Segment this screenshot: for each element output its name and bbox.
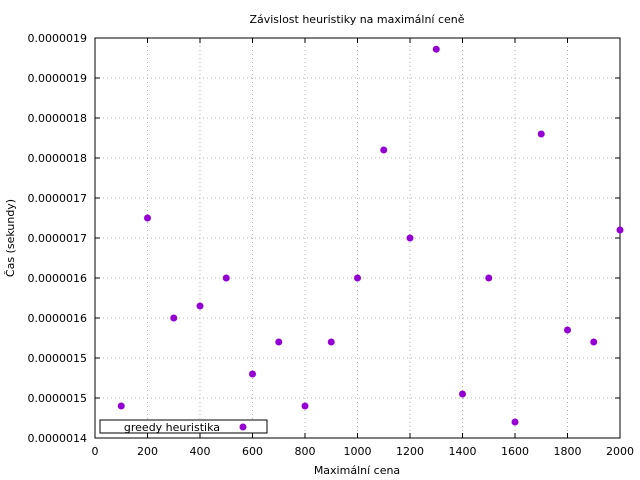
data-point — [196, 302, 204, 310]
data-points — [117, 45, 624, 426]
y-tick-label: 0.0000019 — [28, 32, 88, 45]
data-point — [590, 338, 598, 346]
x-tick-label: 1600 — [501, 445, 529, 458]
y-tick-label: 0.0000018 — [28, 112, 88, 125]
grid — [95, 38, 620, 438]
x-tick-label: 200 — [137, 445, 158, 458]
data-point — [222, 274, 230, 282]
x-tick-label: 1800 — [554, 445, 582, 458]
y-tick-label: 0.0000017 — [28, 232, 88, 245]
x-tick-label: 1000 — [344, 445, 372, 458]
chart-title: Závislost heuristiky na maximální ceně — [249, 13, 464, 26]
x-tick-label: 1200 — [396, 445, 424, 458]
data-point — [616, 226, 624, 234]
data-point — [144, 214, 151, 222]
data-point — [564, 326, 571, 334]
data-point — [117, 402, 125, 410]
data-point — [406, 234, 414, 242]
x-tick-label: 1400 — [449, 445, 477, 458]
data-point — [170, 314, 178, 322]
data-point — [301, 402, 309, 410]
y-axis-title: Čas (sekundy) — [4, 199, 17, 277]
y-tick-label: 0.0000015 — [28, 392, 88, 405]
data-point — [380, 146, 388, 154]
legend-label: greedy heuristika — [124, 421, 220, 434]
data-point — [459, 390, 466, 398]
data-point — [275, 338, 283, 346]
data-point — [511, 418, 519, 426]
x-axis-title: Maximální cena — [314, 464, 400, 477]
data-point — [249, 370, 256, 378]
x-tick-label: 400 — [190, 445, 211, 458]
x-tick-label: 0 — [92, 445, 99, 458]
data-point — [537, 130, 545, 138]
y-tick-label: 0.0000017 — [28, 192, 88, 205]
data-point — [432, 45, 440, 53]
axis-ticks: 0 200 400 600 800 1000 1200 1400 1600 1800 2000 0.0… — [28, 32, 635, 458]
legend-marker — [239, 423, 247, 431]
y-tick-label: 0.0000014 — [28, 432, 88, 445]
data-point — [354, 274, 361, 282]
data-point — [327, 338, 335, 346]
y-tick-label: 0.0000016 — [28, 272, 88, 285]
x-tick-label: 600 — [242, 445, 263, 458]
legend: greedy heuristika — [99, 419, 268, 434]
y-tick-label: 0.0000015 — [28, 352, 88, 365]
data-point — [485, 274, 493, 282]
y-tick-label: 0.0000019 — [28, 72, 88, 85]
y-tick-label: 0.0000018 — [28, 152, 88, 165]
y-tick-label: 0.0000016 — [28, 312, 88, 325]
legend-box — [99, 419, 268, 434]
x-tick-label: 2000 — [606, 445, 634, 458]
x-tick-label: 800 — [295, 445, 316, 458]
